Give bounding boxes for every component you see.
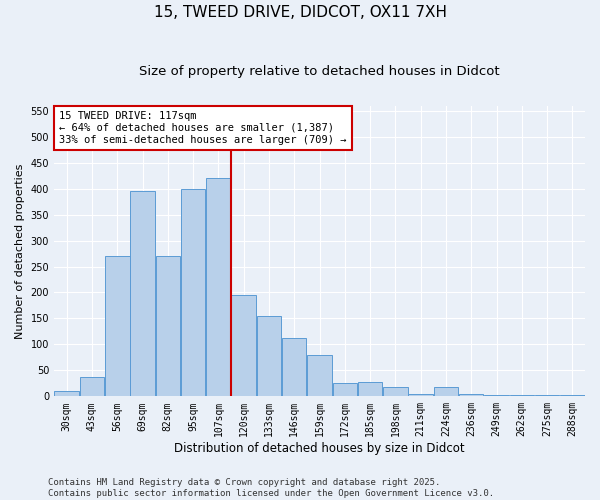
Text: 15, TWEED DRIVE, DIDCOT, OX11 7XH: 15, TWEED DRIVE, DIDCOT, OX11 7XH — [154, 5, 446, 20]
Bar — [206, 178, 230, 396]
Bar — [232, 295, 256, 396]
Y-axis label: Number of detached properties: Number of detached properties — [15, 164, 25, 338]
Bar — [332, 384, 357, 396]
Bar — [484, 395, 509, 396]
Bar — [80, 376, 104, 396]
Bar — [358, 382, 382, 396]
Bar — [282, 338, 307, 396]
Bar — [130, 191, 155, 396]
Bar — [434, 387, 458, 396]
Text: 15 TWEED DRIVE: 117sqm
← 64% of detached houses are smaller (1,387)
33% of semi-: 15 TWEED DRIVE: 117sqm ← 64% of detached… — [59, 112, 347, 144]
X-axis label: Distribution of detached houses by size in Didcot: Distribution of detached houses by size … — [174, 442, 465, 455]
Bar — [55, 391, 79, 396]
Bar — [459, 394, 484, 396]
Bar — [257, 316, 281, 396]
Bar — [105, 256, 130, 396]
Bar — [509, 395, 534, 396]
Bar — [155, 256, 180, 396]
Bar — [181, 188, 205, 396]
Bar — [307, 355, 332, 397]
Bar — [383, 387, 407, 396]
Title: Size of property relative to detached houses in Didcot: Size of property relative to detached ho… — [139, 65, 500, 78]
Bar — [409, 394, 433, 396]
Text: Contains HM Land Registry data © Crown copyright and database right 2025.
Contai: Contains HM Land Registry data © Crown c… — [48, 478, 494, 498]
